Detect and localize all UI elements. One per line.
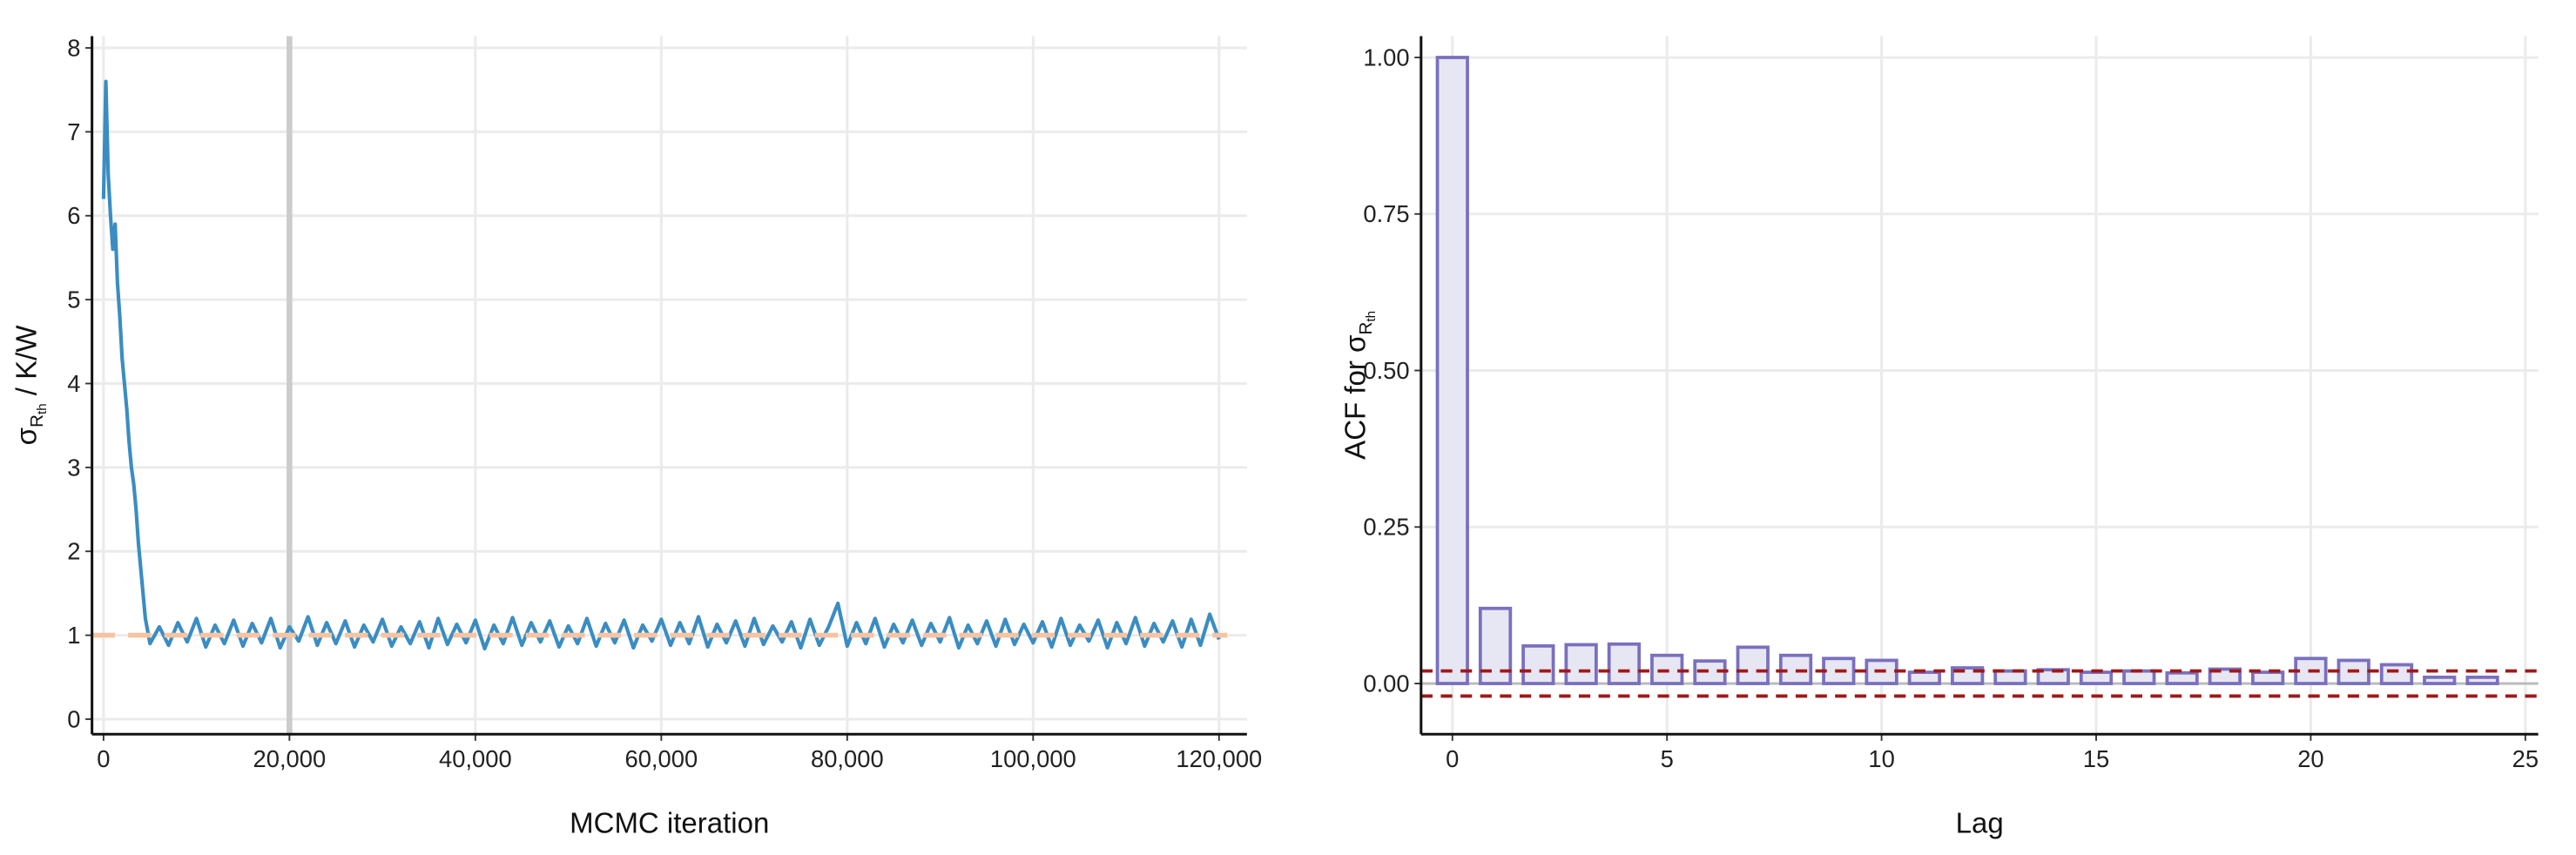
y-tick-label: 0.25: [1363, 514, 1409, 541]
x-tick-label: 0: [1446, 745, 1459, 772]
x-tick-label: 0: [97, 745, 110, 772]
y-tick-label: 0.50: [1363, 357, 1409, 384]
bar: [2122, 669, 2156, 685]
y-title-sub: R: [1356, 322, 1376, 335]
y-title-subsub: th: [35, 403, 50, 414]
x-axis-title: Lag: [1956, 806, 2004, 838]
bar: [1907, 670, 1942, 685]
bar: [2165, 670, 2199, 685]
y-tick-label: 0: [67, 705, 80, 732]
bar: [1607, 642, 1642, 685]
bar: [1736, 645, 1770, 685]
y-title-subsub: th: [1364, 311, 1379, 322]
x-axis-title: MCMC iteration: [570, 806, 769, 838]
y-title-main: ACF for σ: [1339, 335, 1372, 460]
x-tick-label: 20: [2297, 745, 2323, 772]
y-tick-label: 1: [67, 622, 80, 649]
y-tick-label: 0.00: [1363, 670, 1409, 697]
y-tick-label: 0.75: [1363, 200, 1409, 227]
x-tick-label: 25: [2512, 745, 2539, 772]
x-tick-label: 60,000: [625, 745, 698, 772]
y-title-main: σ: [10, 428, 43, 445]
bar: [2208, 667, 2242, 685]
x-tick-label: 100,000: [990, 745, 1076, 772]
x-tick-label: 10: [1868, 745, 1894, 772]
bar: [1435, 56, 1469, 685]
bar: [1521, 644, 1555, 685]
x-tick-label: 40,000: [439, 745, 512, 772]
y-tick-label: 8: [67, 34, 80, 61]
y-tick-label: 1.00: [1363, 44, 1409, 71]
bar: [1564, 643, 1598, 685]
y-tick-label: 3: [67, 454, 80, 481]
y-tick-label: 7: [67, 118, 80, 145]
x-tick-label: 15: [2083, 745, 2109, 772]
y-title-unit: / K/W: [10, 325, 43, 404]
bar: [2423, 675, 2457, 685]
bar: [2251, 670, 2285, 685]
bar: [2465, 675, 2499, 685]
bar: [1993, 669, 2027, 685]
y-tick-label: 5: [67, 286, 80, 313]
y-axis-title: σRth / K/W: [10, 325, 50, 446]
bar: [2079, 670, 2114, 685]
x-tick-label: 120,000: [1176, 745, 1262, 772]
y-tick-label: 4: [67, 370, 80, 397]
y-tick-label: 2: [67, 538, 80, 565]
y-axis-title: ACF for σRth: [1339, 311, 1379, 460]
x-tick-label: 80,000: [811, 745, 884, 772]
y-tick-label: 6: [67, 202, 80, 229]
bar: [2379, 663, 2414, 685]
y-title-sub: R: [27, 414, 47, 428]
x-tick-label: 20,000: [253, 745, 327, 772]
x-tick-label: 5: [1661, 745, 1674, 772]
